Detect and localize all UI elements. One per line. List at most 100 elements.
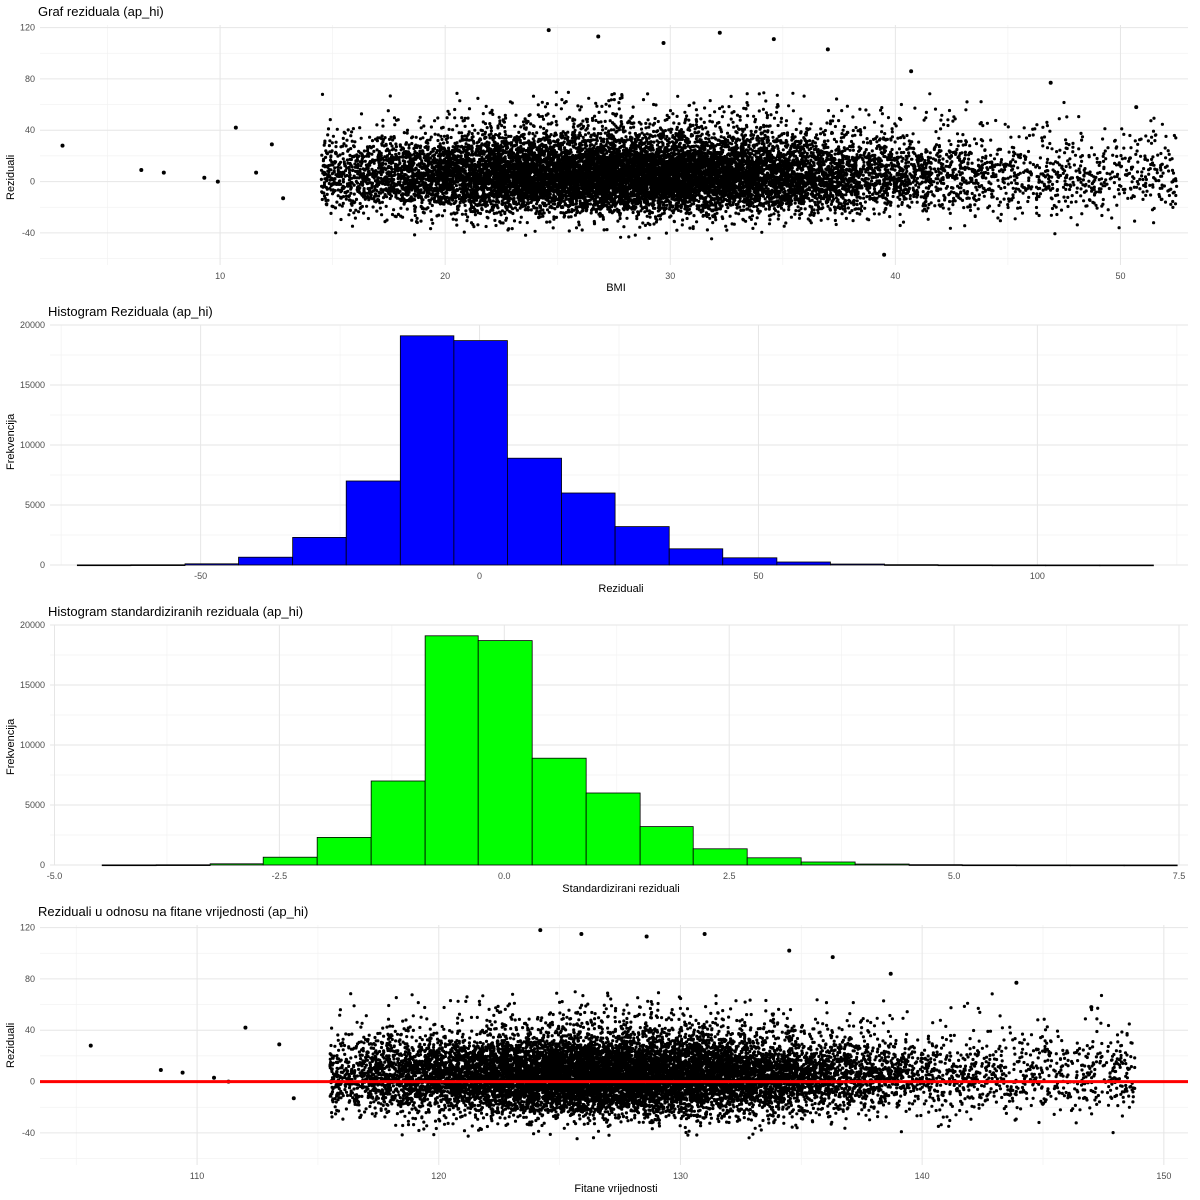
scatter-point-cloud (328, 990, 1137, 1141)
histogram-bar (155, 864, 211, 866)
tick-labels: -5.0 -2.5 0.0 2.5 5.0 7.5 0 5000 10000 15000 20000 (20, 620, 1185, 881)
x-tick-label: 40 (890, 271, 900, 281)
histogram-bar (1015, 864, 1071, 867)
scatter-point (215, 179, 220, 184)
histogram-bar (639, 826, 694, 866)
scatter-points (88, 928, 1137, 1141)
x-tick-label: 7.5 (1173, 871, 1186, 881)
x-tick-label: 0 (477, 571, 482, 581)
standardized-histogram-title: Histogram standardiziranih reziduala (ap… (48, 604, 304, 619)
y-tick-label: 80 (25, 74, 35, 84)
scatter-point (596, 34, 601, 39)
tick-labels: 10 20 30 40 50 -40 0 40 80 120 (20, 23, 1126, 281)
scatter-point (277, 1042, 282, 1047)
standardized-histogram-xlabel: Standardizirani reziduali (562, 883, 680, 895)
scatter-point (1048, 80, 1053, 85)
y-tick-label: 0 (40, 560, 45, 570)
histogram-bar (507, 457, 562, 566)
x-tick-label: 30 (665, 271, 675, 281)
y-tick-label: 5000 (25, 800, 45, 810)
y-tick-label: 40 (25, 125, 35, 135)
scatter-point (1014, 980, 1019, 985)
y-tick-label: 5000 (25, 500, 45, 510)
scatter-point (88, 1043, 93, 1048)
residual-plot-svg: 10 20 30 40 50 -40 0 40 80 120 (20, 23, 1188, 281)
residual-histogram-svg: -50 0 50 100 0 5000 10000 15000 20000 (20, 320, 1188, 581)
y-tick-label: 10000 (20, 440, 45, 450)
scatter-points (60, 28, 1179, 257)
histogram-bar (316, 836, 372, 866)
histogram-bar (585, 792, 641, 866)
y-tick-label: 120 (20, 923, 35, 933)
scatter-point (579, 931, 584, 936)
histogram-bar (1099, 564, 1154, 567)
histogram-bar (130, 564, 186, 566)
histogram-bar (399, 335, 455, 566)
y-tick-label: 0 (40, 860, 45, 870)
histogram-bar (722, 557, 778, 566)
histogram-bar (937, 564, 993, 567)
scatter-point (771, 37, 776, 42)
scatter-point (830, 955, 835, 960)
x-tick-label: 20 (440, 271, 450, 281)
histogram-bar (345, 480, 401, 566)
y-tick-label: 80 (25, 974, 35, 984)
residuals-vs-fitted-svg: 110 120 130 140 150 -40 0 40 80 120 (20, 923, 1188, 1181)
scatter-point-cloud (319, 90, 1179, 241)
y-tick-label: -40 (22, 228, 35, 238)
histogram-bar (1123, 864, 1178, 867)
x-tick-label: -2.5 (272, 871, 288, 881)
residuals-vs-fitted-ylabel: Reziduali (5, 1022, 17, 1068)
histogram-bar (209, 863, 264, 866)
scatter-point (281, 196, 286, 201)
histogram-bar (746, 857, 802, 866)
scatter-point (139, 168, 144, 173)
scatter-point (909, 69, 914, 74)
histogram-bar (908, 864, 963, 866)
histogram-bar (262, 856, 318, 866)
histogram-bar (692, 848, 748, 866)
x-tick-label: 0.0 (498, 871, 511, 881)
scatter-point (60, 143, 65, 148)
residuals-vs-fitted-panel: 110 120 130 140 150 -40 0 40 80 120 Reziduali u o… (0, 900, 1200, 1200)
scatter-point (538, 928, 543, 933)
x-tick-label: 100 (1030, 571, 1045, 581)
x-tick-label: 120 (431, 1171, 446, 1181)
scatter-point (291, 1096, 296, 1101)
histogram-bar (776, 561, 831, 566)
histogram-bar (884, 564, 939, 566)
x-tick-label: -50 (194, 571, 207, 581)
y-tick-label: 40 (25, 1025, 35, 1035)
histogram-bar (800, 861, 856, 866)
y-tick-label: 0 (30, 177, 35, 187)
scatter-point (233, 125, 238, 130)
scatter-point (158, 1068, 163, 1073)
histogram-bar (1069, 864, 1125, 867)
y-tick-label: 0 (30, 1077, 35, 1087)
histogram-bar (531, 757, 587, 866)
y-tick-label: 20000 (20, 620, 45, 630)
standardized-histogram-panel: -5.0 -2.5 0.0 2.5 5.0 7.5 0 5000 10000 15000 20000… (0, 600, 1200, 900)
residual-histogram-xlabel: Reziduali (598, 583, 644, 595)
scatter-point (212, 1075, 217, 1080)
y-tick-label: 20000 (20, 320, 45, 330)
residual-plot-xlabel: BMI (606, 282, 626, 294)
y-tick-label: -40 (22, 1128, 35, 1138)
scatter-point (202, 175, 207, 180)
tick-labels: -50 0 50 100 0 5000 10000 15000 20000 (20, 320, 1045, 581)
histogram-bar (184, 563, 239, 566)
y-tick-label: 15000 (20, 680, 45, 690)
histogram-bar (101, 864, 157, 867)
x-tick-label: 150 (1156, 1171, 1171, 1181)
x-tick-label: 110 (190, 1171, 204, 1181)
scatter-point (254, 170, 259, 175)
x-tick-label: 50 (1115, 271, 1125, 281)
scatter-point (1134, 105, 1139, 110)
residual-histogram-title: Histogram Reziduala (ap_hi) (48, 304, 213, 319)
scatter-point (787, 948, 792, 953)
scatter-point (882, 252, 887, 257)
residual-plot-ylabel: Reziduali (5, 154, 17, 200)
scatter-point (644, 934, 649, 939)
histogram-bar (424, 635, 479, 866)
x-tick-label: 50 (753, 571, 763, 581)
